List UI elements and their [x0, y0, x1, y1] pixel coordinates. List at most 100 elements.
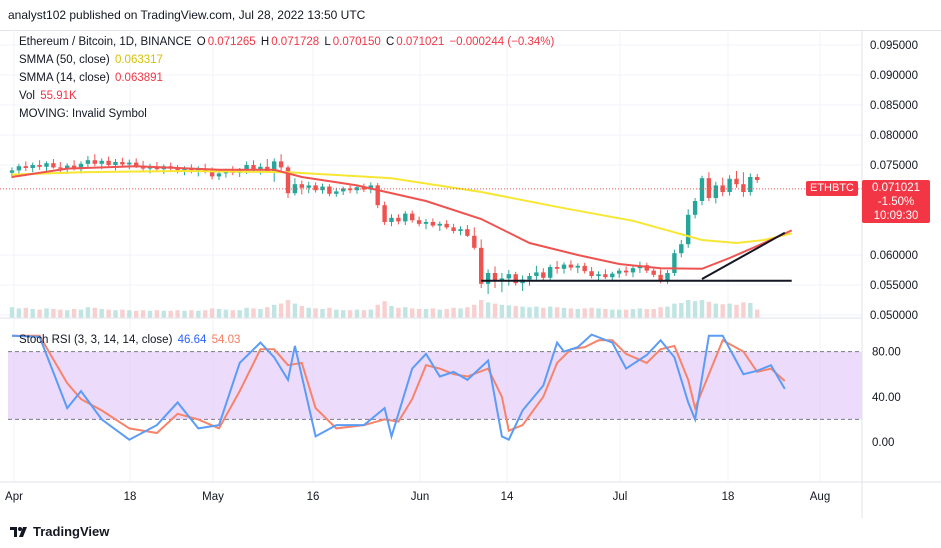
volume-bar [154, 310, 160, 318]
time-tick-label: 16 [307, 491, 320, 503]
low-label: L [324, 36, 331, 48]
volume-bar [534, 306, 539, 318]
candle [23, 161, 28, 171]
time-tick-label: Jun [411, 491, 430, 503]
candle [506, 270, 511, 286]
candle-body [665, 273, 670, 281]
candle-body [334, 191, 339, 194]
time-tick-label: Apr [5, 491, 23, 503]
candle-body [554, 267, 560, 269]
candle-body [727, 178, 732, 192]
candle [561, 262, 567, 274]
candle [734, 171, 739, 188]
legend-moving[interactable]: MOVING: Invalid Symbol [19, 108, 149, 120]
tradingview-logo-icon [10, 525, 28, 539]
volume-bar [161, 310, 166, 318]
trendline [701, 231, 786, 280]
candle [416, 216, 422, 227]
candle-body [58, 167, 63, 169]
top-bar: analyst102 published on TradingView.com,… [0, 0, 941, 30]
candle [327, 184, 332, 197]
volume-value: 55.91K [40, 90, 77, 102]
volume-bar [692, 301, 698, 318]
candle [713, 181, 718, 204]
chart-frame [0, 30, 941, 519]
candle-body [610, 273, 615, 278]
high-value: 0.071728 [271, 36, 320, 48]
tradingview-logo[interactable]: TradingView [10, 524, 109, 539]
candle-body [92, 160, 97, 164]
candle [347, 185, 353, 194]
low-value: 0.070150 [332, 36, 381, 48]
candle [451, 223, 456, 234]
volume-bar [451, 307, 456, 318]
volume-bar [189, 310, 194, 318]
stoch-rsi-label: Stoch RSI (3, 3, 14, 14, close) [19, 334, 173, 346]
candle-body [216, 173, 222, 177]
time-tick-label: Aug [810, 491, 830, 503]
chart-canvas[interactable]: 0.095000 0.090000 0.085000 0.080000 0.075000… [0, 30, 941, 518]
volume-bars [9, 300, 760, 318]
candle [492, 266, 498, 288]
candle [499, 273, 505, 293]
volume-bar [651, 309, 656, 318]
volume-bar [92, 307, 97, 318]
candle-body [720, 185, 725, 192]
volume-bar [182, 310, 187, 318]
candle-body [285, 167, 291, 194]
candle [444, 220, 449, 230]
volume-bar [506, 305, 511, 318]
candle-body [306, 185, 311, 188]
volume-bar [575, 309, 580, 318]
volume-bar [16, 308, 22, 318]
candle [92, 154, 97, 167]
time-tick-label: Jul [613, 491, 628, 503]
price-tick-label: 0.080000 [870, 130, 918, 142]
last-price-value: 0.071021 [872, 182, 920, 194]
candle-body [320, 186, 325, 191]
change-value: −0.000244 (−0.34%) [449, 36, 555, 48]
volume-bar [361, 310, 367, 318]
candle [672, 249, 677, 276]
legend-smma-14[interactable]: SMMA (14, close) 0.063891 [19, 72, 165, 84]
candle-body [375, 185, 380, 206]
candle-body [623, 270, 629, 273]
candle-body [437, 223, 442, 226]
volume-bar [375, 304, 380, 318]
candle-body [396, 217, 401, 222]
candle [699, 175, 705, 206]
legend-smma-50[interactable]: SMMA (50, close) 0.063317 [19, 54, 165, 66]
candle-body [85, 160, 91, 164]
volume-bar [658, 307, 663, 318]
volume-bar [755, 309, 760, 318]
candle [527, 273, 532, 286]
volume-bar [748, 303, 753, 318]
volume-bar [230, 310, 235, 318]
candle-body [134, 162, 139, 166]
volume-bar [258, 309, 263, 318]
volume-bar [520, 306, 525, 318]
candle [375, 183, 380, 209]
close-value: 0.071021 [396, 36, 445, 48]
time-tick-label: 18 [124, 491, 137, 503]
volume-bar [44, 308, 49, 318]
volume-bar [99, 309, 104, 318]
candle-body [272, 161, 277, 171]
candle-body [209, 171, 215, 177]
candle-body [617, 270, 622, 274]
volume-bar [727, 303, 732, 318]
volume-bar [278, 303, 284, 318]
stoch-rsi-dashed-lines [8, 351, 862, 420]
candle [603, 269, 608, 279]
candle-body [444, 223, 449, 228]
volume-bar [699, 300, 705, 318]
volume-bar [203, 310, 208, 318]
legend-stoch-rsi[interactable]: Stoch RSI (3, 3, 14, 14, close) 46.64 54… [19, 334, 242, 346]
volume-bar [23, 307, 28, 318]
legend-volume[interactable]: Vol 55.91K [19, 90, 79, 102]
candle [37, 160, 42, 170]
candle [30, 162, 35, 173]
candle [410, 210, 415, 223]
candle-body [672, 253, 677, 273]
volume-bar [37, 309, 42, 318]
